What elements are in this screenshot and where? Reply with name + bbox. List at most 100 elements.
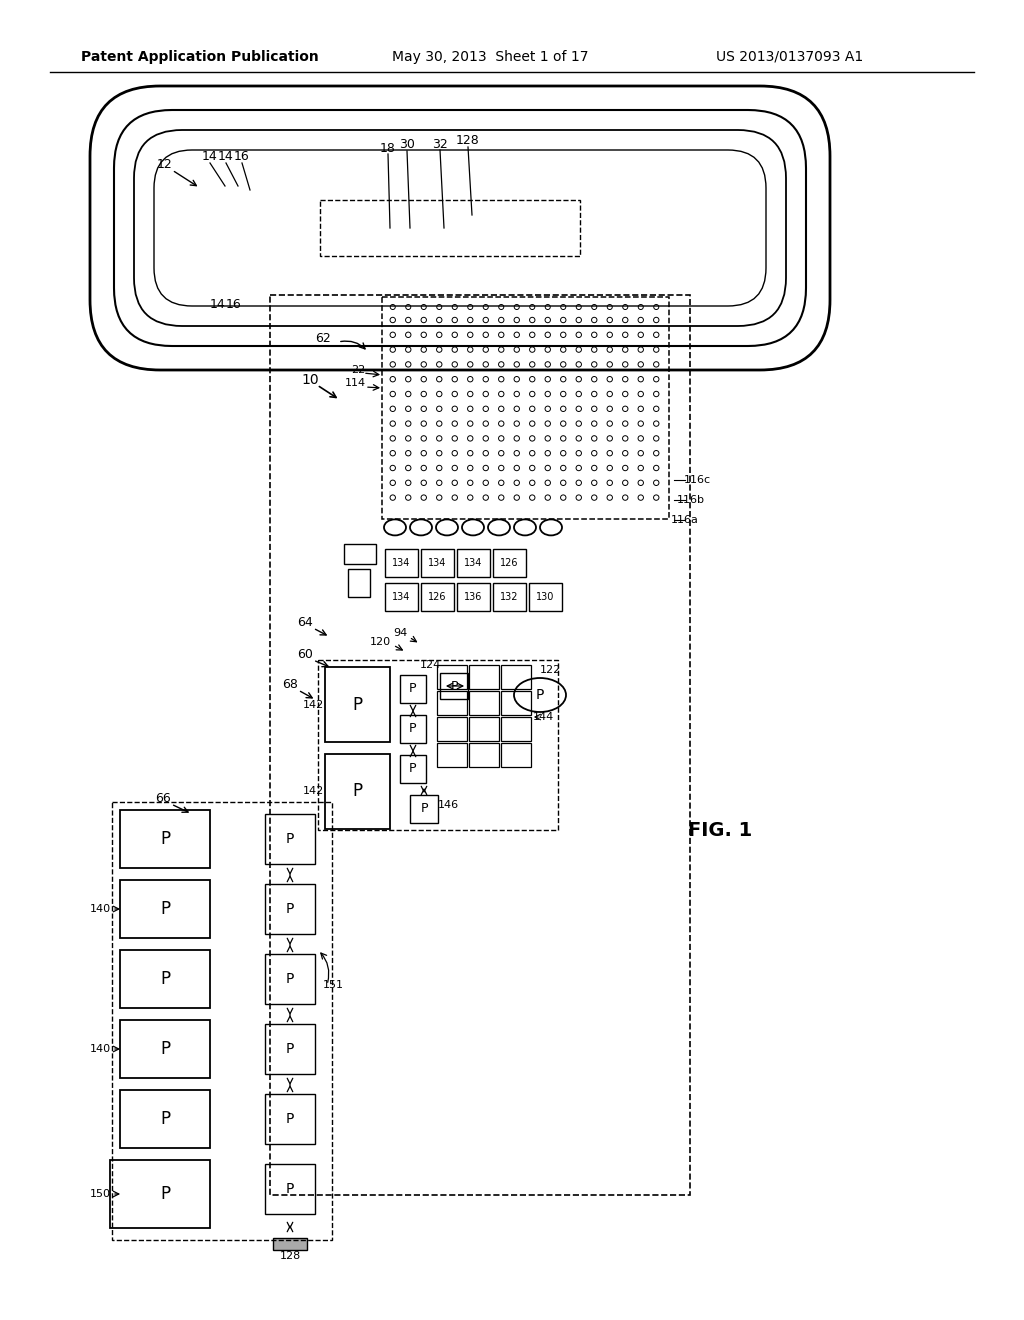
Bar <box>120 1020 210 1078</box>
Bar <box>469 690 499 715</box>
Text: P: P <box>352 696 362 714</box>
Bar <box>501 665 531 689</box>
Bar <box>112 803 332 1239</box>
Text: US 2013/0137093 A1: US 2013/0137093 A1 <box>717 50 863 63</box>
Text: P: P <box>160 830 170 847</box>
Text: 30: 30 <box>399 139 415 152</box>
Text: 60: 60 <box>297 648 313 661</box>
Bar <box>469 717 499 741</box>
Bar <box>469 665 499 689</box>
Text: 68: 68 <box>282 678 298 692</box>
Text: P: P <box>160 1110 170 1129</box>
Text: 140: 140 <box>89 1044 111 1053</box>
Bar <box>319 201 580 256</box>
Text: May 30, 2013  Sheet 1 of 17: May 30, 2013 Sheet 1 of 17 <box>392 50 588 63</box>
Text: 16: 16 <box>234 150 250 164</box>
Bar <box>501 690 531 715</box>
Text: P: P <box>410 763 417 776</box>
Bar <box>501 743 531 767</box>
Text: 134: 134 <box>392 558 411 569</box>
Text: P: P <box>410 722 417 735</box>
Bar <box>457 583 490 611</box>
Bar <box>437 690 467 715</box>
Text: 130: 130 <box>537 593 555 602</box>
Text: P: P <box>160 1040 170 1059</box>
Text: 18: 18 <box>380 141 396 154</box>
Bar <box>265 1024 315 1074</box>
Text: P: P <box>286 1181 294 1196</box>
Text: P: P <box>536 688 544 702</box>
Bar <box>348 569 370 598</box>
Text: 124: 124 <box>420 660 440 671</box>
Text: 151: 151 <box>323 979 343 990</box>
Text: 132: 132 <box>501 593 519 602</box>
Bar <box>265 954 315 1005</box>
Bar <box>265 1164 315 1214</box>
Text: P: P <box>286 1041 294 1056</box>
Bar <box>410 795 438 822</box>
Text: 64: 64 <box>297 615 313 628</box>
Text: 116b: 116b <box>677 495 705 506</box>
Bar <box>529 583 562 611</box>
Text: 128: 128 <box>456 135 480 148</box>
Text: 146: 146 <box>437 800 459 810</box>
Bar <box>382 297 669 519</box>
Bar <box>501 717 531 741</box>
Bar <box>120 1090 210 1148</box>
Text: P: P <box>160 1185 170 1203</box>
Text: 66: 66 <box>155 792 171 804</box>
Bar <box>265 1094 315 1144</box>
Text: 128: 128 <box>280 1251 301 1261</box>
Text: P: P <box>286 832 294 846</box>
Bar <box>120 880 210 939</box>
Bar <box>440 673 468 700</box>
Text: P: P <box>286 972 294 986</box>
Bar <box>385 549 418 577</box>
Text: 142: 142 <box>302 787 324 796</box>
Text: 140: 140 <box>89 904 111 913</box>
Text: 120: 120 <box>370 638 390 647</box>
Text: 116a: 116a <box>671 515 699 525</box>
Bar <box>110 1160 210 1228</box>
Text: 14: 14 <box>210 298 226 312</box>
Text: P: P <box>160 900 170 917</box>
Bar <box>120 950 210 1008</box>
Bar <box>325 754 390 829</box>
Text: 114: 114 <box>344 378 366 388</box>
Bar <box>325 667 390 742</box>
Text: P: P <box>352 783 362 800</box>
Text: 14: 14 <box>202 150 218 164</box>
Text: 62: 62 <box>315 331 331 345</box>
Text: Patent Application Publication: Patent Application Publication <box>81 50 318 63</box>
Bar <box>457 549 490 577</box>
Text: 126: 126 <box>501 558 519 569</box>
Bar <box>437 665 467 689</box>
Text: P: P <box>410 682 417 696</box>
Bar <box>120 810 210 869</box>
Bar <box>493 583 526 611</box>
Bar <box>493 549 526 577</box>
Text: 142: 142 <box>302 700 324 710</box>
Bar <box>344 544 376 565</box>
Bar <box>273 1238 307 1250</box>
Bar <box>421 549 454 577</box>
Text: 16: 16 <box>226 298 242 312</box>
Text: 134: 134 <box>392 593 411 602</box>
Bar <box>437 743 467 767</box>
Bar <box>421 583 454 611</box>
Text: 136: 136 <box>464 593 482 602</box>
Text: 134: 134 <box>464 558 482 569</box>
Bar <box>270 294 690 1195</box>
Text: 12: 12 <box>157 158 173 172</box>
Text: 94: 94 <box>393 628 408 638</box>
Bar <box>400 715 426 743</box>
Text: 116c: 116c <box>683 475 711 484</box>
Text: FIG. 1: FIG. 1 <box>688 821 752 840</box>
Text: 10: 10 <box>301 374 318 387</box>
Text: P: P <box>286 902 294 916</box>
Bar <box>265 884 315 935</box>
Text: 14: 14 <box>218 150 233 164</box>
Text: 32: 32 <box>432 137 447 150</box>
Bar <box>400 755 426 783</box>
Bar <box>437 717 467 741</box>
